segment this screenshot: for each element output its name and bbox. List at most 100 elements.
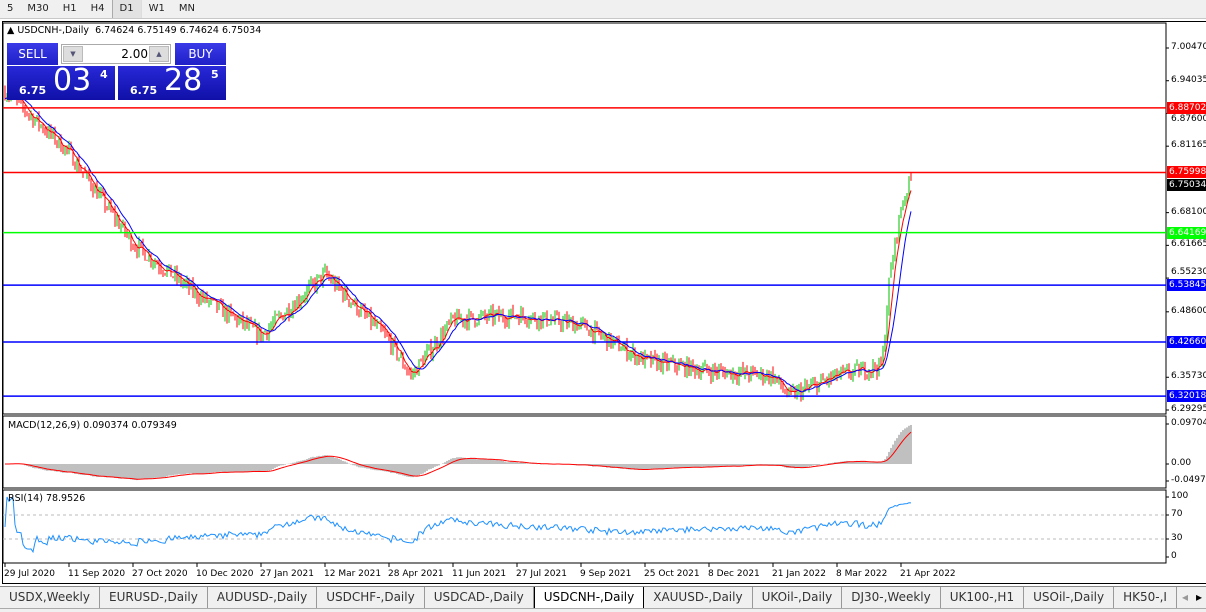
macd-histogram-bar [346, 462, 348, 464]
timeframe-H4[interactable]: H4 [90, 3, 105, 14]
timeframe-D1[interactable]: D1 [111, 0, 142, 18]
macd-histogram-bar [506, 462, 508, 464]
lot-stepper[interactable]: ▼ 2.00 ▲ [61, 44, 171, 64]
macd-histogram-bar [336, 458, 338, 464]
time-axis-label: 12 Mar 2021 [324, 569, 382, 579]
symbol-label: USDCNH-,Daily [17, 25, 90, 36]
macd-histogram-bar [634, 464, 636, 470]
macd-histogram-bar [746, 464, 748, 466]
macd-histogram-bar [522, 462, 524, 464]
macd-scale-label: 0.097045 [1171, 418, 1206, 428]
macd-histogram-bar [660, 464, 662, 469]
macd-histogram-bar [210, 464, 212, 473]
time-axis-label: 27 Jul 2021 [516, 569, 567, 579]
macd-histogram-bar [500, 460, 502, 464]
macd-histogram-bar [452, 458, 454, 464]
chart-tab[interactable]: AUDUSD-,Daily [208, 587, 318, 608]
chart-canvas[interactable] [0, 0, 1206, 586]
lot-input[interactable]: 2.00 [121, 47, 148, 61]
macd-histogram-bar [108, 464, 110, 478]
macd-histogram-bar [722, 464, 724, 466]
macd-histogram-bar [504, 461, 506, 464]
macd-histogram-bar [412, 464, 414, 478]
macd-histogram-bar [774, 464, 776, 466]
macd-histogram-bar [872, 462, 874, 464]
sell-price[interactable]: 6.75 03 4 [7, 66, 115, 100]
price-scale-label: 6.29295 [1171, 403, 1206, 414]
macd-histogram-bar [314, 456, 316, 464]
macd-histogram-bar [466, 458, 468, 464]
chart-tab[interactable]: USOil-,Daily [1024, 587, 1115, 608]
macd-histogram-bar [392, 464, 394, 473]
chart-tab[interactable]: UKOil-,Daily [753, 587, 843, 608]
macd-histogram-bar [404, 464, 406, 477]
macd-histogram-bar [124, 464, 126, 479]
macd-histogram-bar [622, 464, 624, 469]
chart-tab[interactable]: EURUSD-,Daily [100, 587, 208, 608]
macd-histogram-bar [262, 464, 264, 472]
collapse-triangle-icon[interactable]: ▲ [7, 25, 15, 36]
macd-histogram-bar [646, 464, 648, 470]
chart-tab[interactable]: USDX,Weekly [0, 587, 100, 608]
macd-histogram-bar [244, 464, 246, 472]
macd-histogram-bar [518, 462, 520, 464]
macd-histogram-bar [64, 464, 66, 473]
macd-histogram-bar [750, 464, 752, 466]
macd-histogram-bar [610, 464, 612, 468]
macd-histogram-bar [66, 464, 68, 473]
macd-histogram-bar [154, 464, 156, 478]
macd-histogram-bar [94, 464, 96, 477]
chart-tab[interactable]: UK100-,H1 [941, 587, 1025, 608]
time-axis-label: 8 Dec 2021 [708, 569, 760, 579]
macd-histogram-bar [386, 464, 388, 472]
timeframe-M30[interactable]: M30 [27, 3, 49, 14]
chart-tab[interactable]: USDCAD-,Daily [425, 587, 534, 608]
chart-tab[interactable]: HK50-,I [1114, 587, 1177, 608]
buy-button[interactable]: BUY [175, 43, 226, 65]
macd-histogram-bar [652, 464, 654, 469]
scroll-left-icon[interactable]: ◂ [1181, 590, 1188, 604]
decrease-lot-icon[interactable]: ▼ [63, 46, 83, 62]
level-price-label: 6.75998 [1167, 166, 1206, 179]
macd-histogram-bar [272, 464, 274, 470]
increase-lot-icon[interactable]: ▲ [149, 46, 169, 62]
macd-histogram-bar [52, 464, 54, 471]
sell-button[interactable]: SELL [7, 43, 58, 65]
macd-histogram-bar [460, 457, 462, 464]
macd-histogram-bar [462, 457, 464, 464]
macd-histogram-bar [182, 464, 184, 475]
macd-histogram-bar [662, 464, 664, 469]
chart-tab[interactable]: XAUUSD-,Daily [644, 587, 753, 608]
macd-histogram-bar [736, 464, 738, 467]
scroll-right-icon[interactable]: ▸ [1195, 590, 1202, 604]
macd-histogram-bar [444, 462, 446, 464]
timeframe-H1[interactable]: H1 [62, 3, 77, 14]
macd-histogram-bar [796, 464, 798, 469]
timeframe-MN[interactable]: MN [178, 3, 195, 14]
macd-histogram-bar [260, 464, 262, 472]
macd-histogram-bar [76, 464, 78, 474]
timeframe-W1[interactable]: W1 [148, 3, 165, 14]
macd-histogram-bar [224, 464, 226, 472]
macd-histogram-bar [418, 464, 420, 476]
chart-tab[interactable]: DJ30-,Weekly [842, 587, 941, 608]
macd-histogram-bar [360, 464, 362, 468]
time-axis-label: 21 Jan 2022 [772, 569, 826, 579]
buy-price[interactable]: 6.75 28 5 [118, 66, 226, 100]
macd-histogram-bar [342, 461, 344, 464]
macd-histogram-bar [520, 462, 522, 464]
macd-histogram-bar [192, 464, 194, 474]
timeframe-5[interactable]: 5 [7, 3, 14, 14]
buy-price-fraction: 5 [211, 68, 219, 81]
buy-price-pips: 28 [164, 66, 203, 98]
macd-histogram-bar [212, 464, 214, 473]
macd-histogram-bar [196, 464, 198, 474]
macd-histogram-bar [908, 425, 910, 464]
macd-histogram-bar [814, 464, 816, 466]
macd-histogram-bar [816, 464, 818, 466]
macd-histogram-bar [292, 462, 294, 464]
macd-histogram-bar [644, 464, 646, 470]
macd-histogram-bar [900, 432, 902, 464]
chart-tab[interactable]: USDCHF-,Daily [317, 587, 425, 608]
chart-tab[interactable]: USDCNH-,Daily [533, 587, 645, 609]
